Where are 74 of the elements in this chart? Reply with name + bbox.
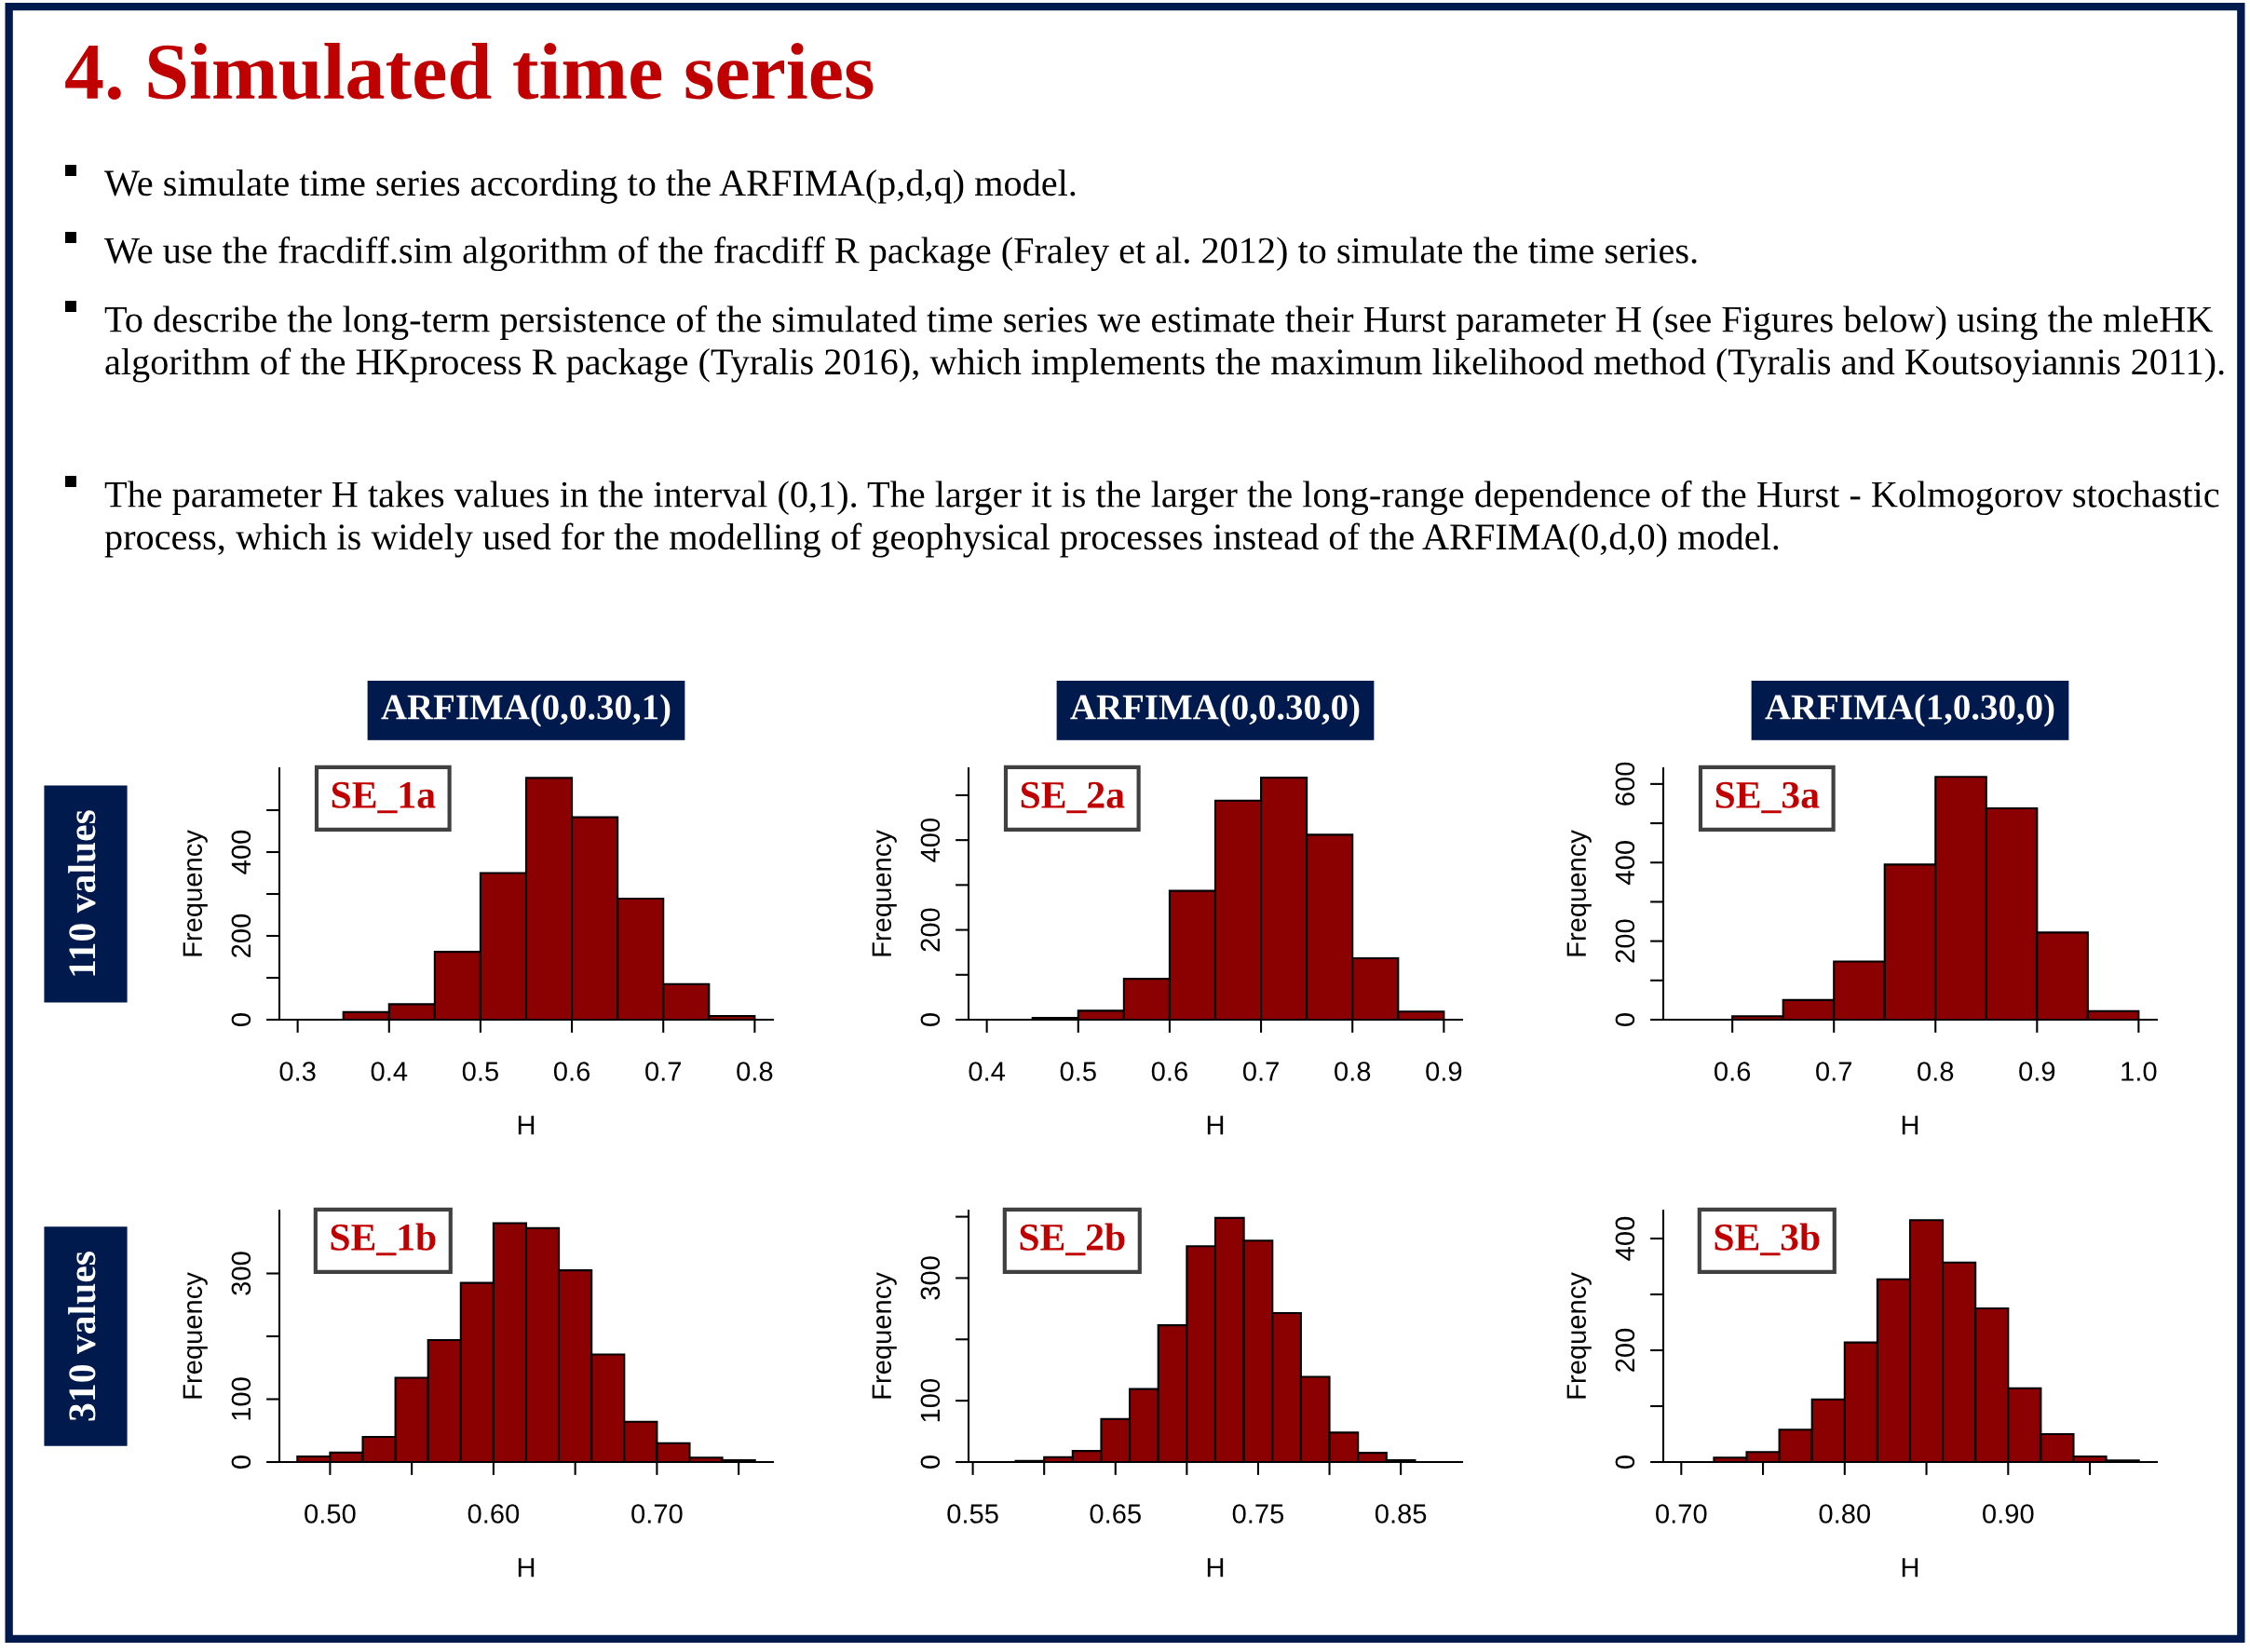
x-tick-label: 0.7 [1242,1062,1279,1081]
x-tick-label: 0.9 [2019,1062,2055,1081]
x-tick-label: 0.65 [1090,1504,1141,1523]
x-tick-label: 0.3 [279,1062,316,1081]
y-axis-title: Frequency [183,1272,208,1399]
text: 4. Simulated time series [65,42,874,100]
x-tick-label: 0.5 [462,1062,498,1081]
text: The parameter H takes values in the interval (0,1). The larger it is the larger the long-range dependence of the Hurst - Kolmogorov stochastic process, which is widely used for the modelling of geophysical processes instead of the ARFIMA(0,d,0) model. [104,481,2219,558]
x-tick-label: 0.9 [1426,1062,1462,1081]
x-axis-title: H [518,1116,535,1135]
y-tick-label: 300 [920,1256,941,1300]
x-tick-label: 0.80 [1819,1504,1871,1523]
chart-title: SE_2a [1021,781,1125,814]
x-tick-label: 0.85 [1375,1504,1427,1523]
y-tick-label: 100 [231,1377,251,1420]
text: 110 values [68,810,96,976]
y-tick-label: 400 [920,818,941,862]
chart-title: SE_3a [1715,781,1820,814]
chart-title: SE_1b [331,1223,436,1256]
x-tick-label: 0.75 [1232,1504,1284,1523]
x-tick-label: 0.8 [1335,1062,1371,1081]
x-axis-title: H [1207,1558,1224,1578]
x-axis-title: H [1902,1558,1918,1578]
chart-subtitle: ARFIMA(1,0.30,0) [1765,694,2054,727]
x-tick-label: 0.70 [1656,1504,1707,1523]
y-tick-label: 0 [231,1456,251,1469]
x-tick-label: 0.60 [468,1504,520,1523]
y-tick-label: 400 [1615,841,1635,885]
x-tick-label: 0.6 [1151,1062,1187,1081]
x-axis-title: H [1902,1116,1918,1135]
chart-subtitle: ARFIMA(0,0.30,1) [381,694,671,727]
y-axis-title: Frequency [1566,830,1592,956]
text: 310 values [68,1252,96,1421]
y-tick-label: 400 [231,830,251,874]
y-tick-label: 200 [1615,1328,1635,1372]
x-tick-label: 0.7 [1816,1062,1852,1081]
y-tick-label: 200 [920,908,941,952]
x-axis-title: H [1207,1116,1224,1135]
chart-title: SE_3b [1715,1223,1820,1256]
x-tick-label: 0.90 [1983,1504,2034,1523]
y-tick-label: 0 [920,1456,941,1469]
chart-title: SE_2b [1020,1223,1125,1256]
x-tick-label: 0.5 [1060,1062,1096,1081]
y-tick-label: 600 [1615,762,1635,806]
y-tick-label: 200 [1615,919,1635,963]
y-tick-label: 100 [920,1378,941,1422]
y-tick-label: 200 [231,914,251,957]
text: We simulate time series according to the ARFIMA(p,d,q) model. [104,169,1076,204]
x-tick-label: 0.4 [371,1062,408,1081]
y-tick-label: 0 [920,1013,941,1026]
x-tick-label: 0.6 [553,1062,590,1081]
y-axis-title: Frequency [183,830,208,956]
y-tick-label: 0 [231,1013,251,1026]
y-axis-title: Frequency [872,830,897,956]
y-tick-label: 300 [231,1252,251,1295]
x-tick-label: 0.70 [631,1504,683,1523]
chart-title: SE_1a [332,781,436,814]
x-axis-title: H [518,1558,535,1578]
x-tick-label: 0.50 [305,1504,356,1523]
y-tick-label: 0 [1615,1013,1635,1026]
y-axis-title: Frequency [1566,1272,1592,1399]
text: We use the fracdiff.sim algorithm of the fracdiff R package (Fraley et al. 2012) to simulate the time series. [104,237,1697,272]
x-tick-label: 0.6 [1715,1062,1751,1081]
y-axis-title: Frequency [872,1272,897,1399]
x-tick-label: 0.8 [1918,1062,1954,1081]
x-tick-label: 0.55 [947,1504,998,1523]
text: To describe the long-term persistence of the simulated time series we estimate their Hurst parameter H (see Figures below) using the mleHK algorithm of the HKprocess R package (Tyralis 2016), which implements the maximum likelihood method (Tyralis and Koutsoyiannis 2011). [104,305,2224,383]
chart-subtitle: ARFIMA(0,0.30,0) [1070,694,1360,727]
y-tick-label: 400 [1615,1216,1635,1261]
x-tick-label: 0.4 [969,1062,1006,1081]
x-tick-label: 1.0 [2121,1062,2157,1081]
y-tick-label: 0 [1615,1456,1635,1469]
x-tick-label: 0.8 [737,1062,773,1081]
x-tick-label: 0.7 [645,1062,682,1081]
